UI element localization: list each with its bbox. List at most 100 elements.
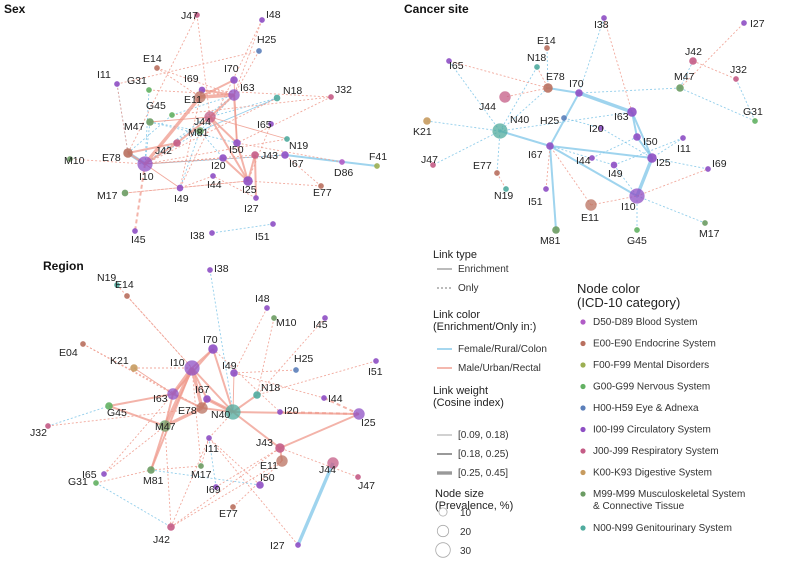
node-I69: I69 <box>184 73 206 94</box>
link-M81-I49 <box>179 130 201 189</box>
node-label-N40: N40 <box>211 409 230 421</box>
node-I11: I11 <box>205 435 219 455</box>
node-label-I10: I10 <box>170 357 185 369</box>
link-I70-I63 <box>578 91 633 114</box>
node-label-I51: I51 <box>255 231 270 243</box>
link-J32-E78 <box>47 407 203 427</box>
node-label-N40: N40 <box>510 114 529 126</box>
link-J43-I25 <box>279 413 360 449</box>
node-I11: I11 <box>677 135 691 155</box>
link-M81-I20 <box>199 130 224 159</box>
panel-title-region: Region <box>43 259 84 273</box>
link-I63-I38 <box>603 17 633 113</box>
legend-link-weight-label-2: [0.25, 0.45] <box>458 468 508 479</box>
node-label-M81: M81 <box>540 235 561 247</box>
node-circle-G31 <box>752 118 758 124</box>
link-I10-I69 <box>636 168 709 197</box>
legend-node-color-label-blood: D50-D89 Blood System <box>593 317 698 328</box>
link-I69-J32 <box>201 89 332 98</box>
node-label-E77: E77 <box>219 508 238 520</box>
node-circle-D86 <box>339 159 345 165</box>
node-circle-I27 <box>295 542 301 548</box>
node-G31: G31 <box>127 75 152 93</box>
legend-node-color-label-nervous: G00-G99 Nervous System <box>593 382 710 393</box>
link-I67-I10 <box>549 145 638 197</box>
node-circle-I10 <box>184 360 200 376</box>
node-circle-G31 <box>93 480 99 486</box>
node-label-I11: I11 <box>205 443 219 455</box>
node-I63: I63 <box>228 82 255 101</box>
node-circle-I70 <box>208 344 218 354</box>
link-J44-N19 <box>209 116 288 140</box>
node-label-I65: I65 <box>449 60 464 72</box>
node-I10: I10 <box>621 188 645 213</box>
link-N40-K21 <box>426 120 501 132</box>
node-circle-I51 <box>543 186 549 192</box>
link-G45-J32 <box>171 96 332 116</box>
node-label-I67: I67 <box>195 384 210 396</box>
link-K21-I63 <box>133 367 174 395</box>
legend-link-color-label-0: Female/Rural/Colon <box>458 344 547 355</box>
link-I49-I44 <box>233 372 325 399</box>
node-label-I63: I63 <box>614 111 629 123</box>
node-I44: I44 <box>207 173 222 191</box>
node-circle-M17 <box>198 463 204 469</box>
node-circle-E77 <box>230 504 236 510</box>
node-E04: E04 <box>59 341 86 359</box>
link-J32-I50 <box>236 96 332 144</box>
node-label-I69: I69 <box>184 73 199 85</box>
node-circle-M47 <box>676 84 684 92</box>
link-E78-N40 <box>499 87 549 132</box>
node-circle-I11 <box>680 135 686 141</box>
node-J47: J47 <box>181 10 200 22</box>
node-J43: J43 <box>256 437 285 453</box>
node-I11: I11 <box>97 69 120 87</box>
link-I10-N40 <box>191 367 234 413</box>
node-label-H25: H25 <box>540 115 559 127</box>
link-G31-J42 <box>95 482 172 528</box>
node-circle-J43 <box>251 151 259 159</box>
node-M17: M17 <box>191 463 212 481</box>
legend-node-color-title-line1: (ICD-10 category) <box>577 295 680 310</box>
node-label-I20: I20 <box>589 123 604 135</box>
node-label-I44: I44 <box>207 179 222 191</box>
node-circle-N19 <box>284 136 290 142</box>
node-label-N19: N19 <box>289 140 308 152</box>
node-circle-I25 <box>243 176 253 186</box>
node-I50: I50 <box>229 139 244 156</box>
node-circle-J42 <box>689 57 697 65</box>
legend-node-color-swatch-eye <box>580 405 586 411</box>
node-M81: M81 <box>540 226 561 247</box>
link-E78-I70 <box>547 87 580 94</box>
link-I65-M47 <box>103 425 166 475</box>
node-circle-I65 <box>446 58 452 64</box>
legend-node-size-title-line1: (Prevalence, %) <box>435 500 513 512</box>
link-N40-I67 <box>499 130 551 147</box>
link-I48-I63 <box>233 19 263 96</box>
legend-node-color-swatch-respiratory <box>580 448 586 454</box>
node-G45: G45 <box>105 402 127 419</box>
node-label-G45: G45 <box>627 235 647 247</box>
node-J32: J32 <box>730 64 747 82</box>
node-label-J43: J43 <box>256 437 273 449</box>
node-M47: M47 <box>155 420 176 433</box>
node-E77: E77 <box>219 504 238 520</box>
node-label-E78: E78 <box>178 405 197 417</box>
node-I10: I10 <box>137 156 154 183</box>
node-label-I27: I27 <box>244 203 259 215</box>
node-circle-J43 <box>275 443 285 453</box>
node-K21: K21 <box>110 355 138 372</box>
node-label-N18: N18 <box>527 52 546 64</box>
link-I65-N40 <box>448 60 501 132</box>
node-circle-I51 <box>270 221 276 227</box>
node-label-I27: I27 <box>270 540 285 552</box>
node-N19: N19 <box>97 272 120 288</box>
panel-title-sex: Sex <box>4 2 26 16</box>
node-circle-M81 <box>552 226 560 234</box>
link-I67-I10 <box>144 154 286 165</box>
node-circle-I63 <box>167 388 179 400</box>
node-F41: F41 <box>369 151 387 169</box>
node-label-N19: N19 <box>97 272 116 284</box>
node-circle-I48 <box>259 17 265 23</box>
node-circle-I67 <box>203 395 211 403</box>
